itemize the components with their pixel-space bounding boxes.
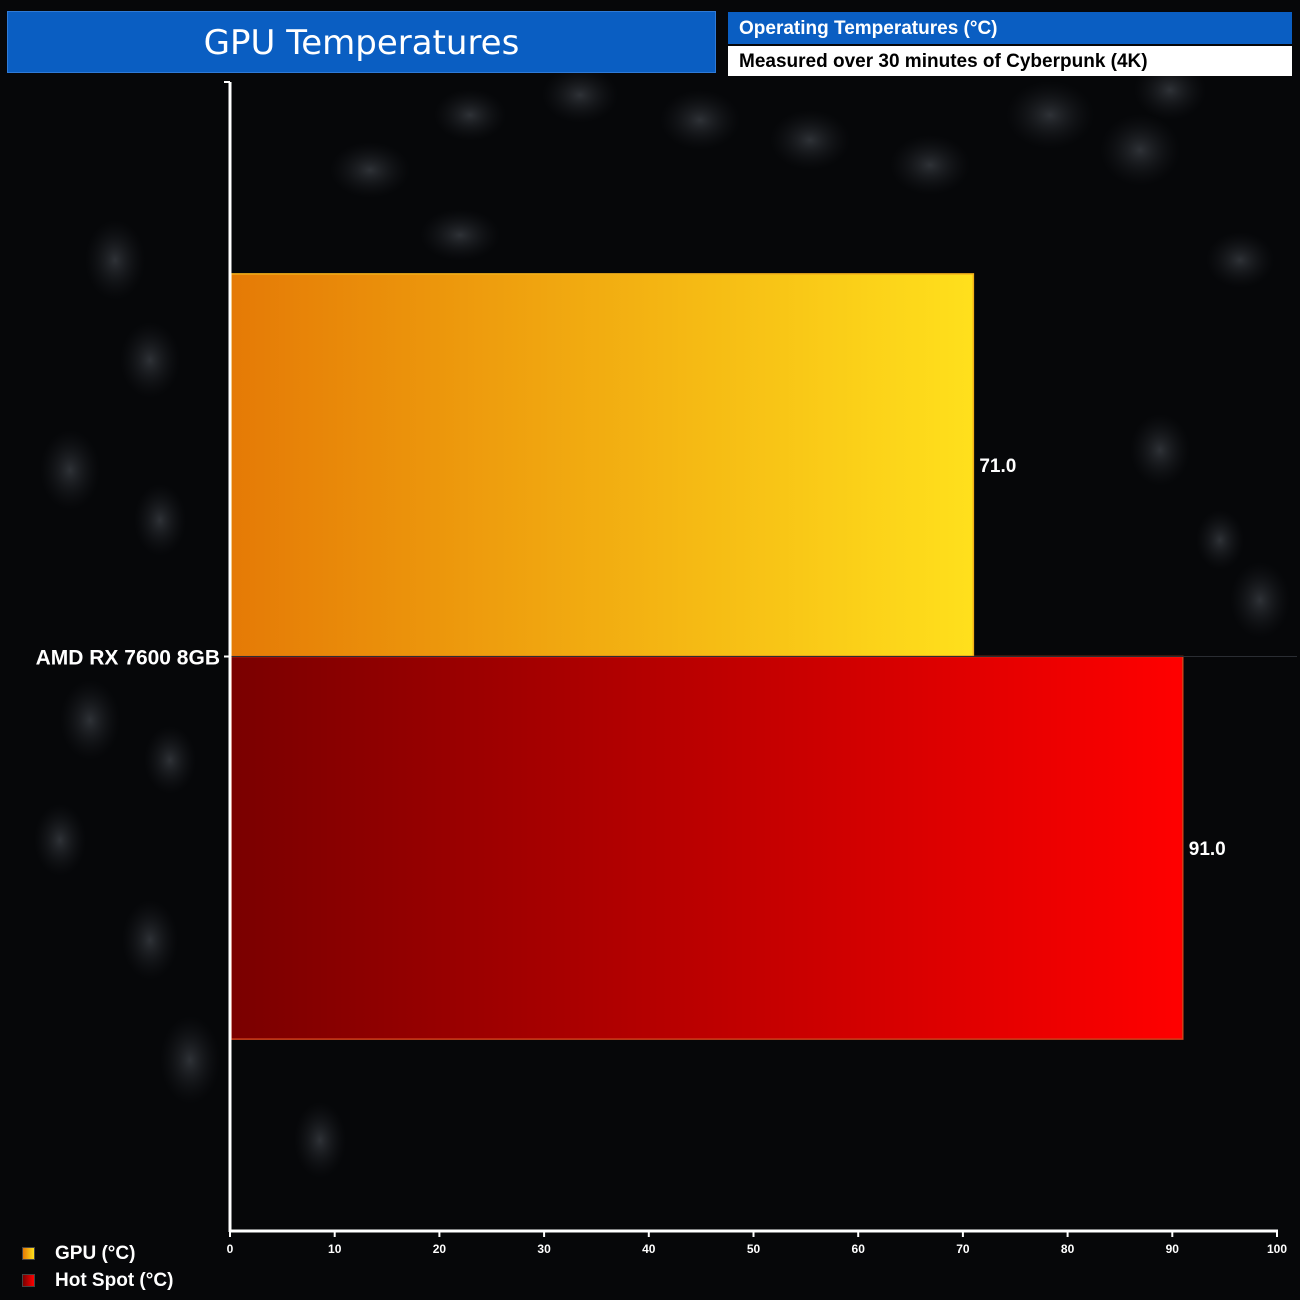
bar-hot-spot bbox=[230, 655, 1184, 1040]
x-tick-label: 60 bbox=[852, 1242, 866, 1256]
data-label-hot-spot: 91.0 bbox=[1189, 839, 1226, 860]
legend-label: GPU (°C) bbox=[55, 1242, 136, 1264]
x-tick-label: 0 bbox=[227, 1242, 234, 1256]
category-label: AMD RX 7600 8GB bbox=[36, 647, 220, 670]
x-tick-label: 50 bbox=[747, 1242, 761, 1256]
x-tick-label: 100 bbox=[1267, 1242, 1287, 1256]
x-tick-label: 70 bbox=[956, 1242, 970, 1256]
subtitle-main: Operating Temperatures (°C) bbox=[728, 12, 1292, 44]
legend: GPU (°C) Hot Spot (°C) bbox=[22, 1240, 173, 1294]
bar-gpu bbox=[230, 273, 975, 658]
subtitle-panel: Operating Temperatures (°C) Measured ove… bbox=[728, 12, 1292, 76]
x-tick-label: 40 bbox=[642, 1242, 656, 1256]
legend-item-gpu: GPU (°C) bbox=[22, 1240, 173, 1267]
legend-swatch bbox=[22, 1247, 35, 1260]
legend-label: Hot Spot (°C) bbox=[55, 1269, 174, 1291]
legend-item-hot-spot: Hot Spot (°C) bbox=[22, 1267, 173, 1294]
subtitle-detail: Measured over 30 minutes of Cyberpunk (4… bbox=[728, 46, 1292, 76]
x-tick-label: 80 bbox=[1061, 1242, 1075, 1256]
x-tick-label: 90 bbox=[1166, 1242, 1180, 1256]
x-tick-label: 20 bbox=[433, 1242, 447, 1256]
x-tick-label: 30 bbox=[537, 1242, 551, 1256]
data-label-gpu: 71.0 bbox=[979, 456, 1016, 477]
chart-title: GPU Temperatures bbox=[7, 11, 716, 73]
legend-swatch bbox=[22, 1274, 35, 1287]
x-tick-label: 10 bbox=[328, 1242, 342, 1256]
